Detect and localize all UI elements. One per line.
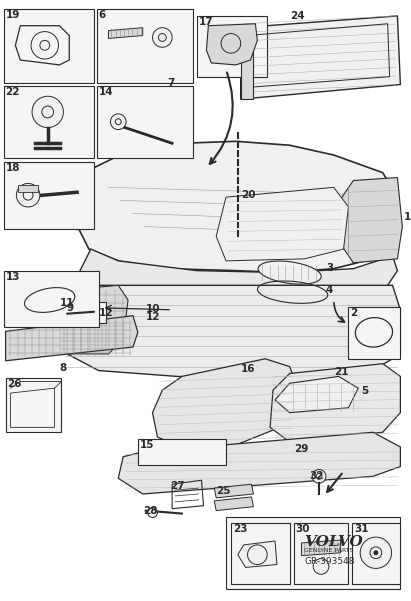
Polygon shape — [214, 497, 254, 511]
Circle shape — [152, 28, 172, 47]
Text: 19: 19 — [6, 10, 20, 20]
Polygon shape — [241, 16, 400, 99]
Text: 7: 7 — [167, 78, 175, 88]
Text: 26: 26 — [7, 379, 22, 389]
Circle shape — [32, 96, 63, 127]
Text: 21: 21 — [334, 367, 348, 377]
Text: 31: 31 — [354, 524, 369, 534]
Text: 28: 28 — [143, 505, 157, 516]
Polygon shape — [152, 359, 300, 449]
Bar — [65, 302, 106, 323]
Text: 6: 6 — [99, 10, 106, 20]
Polygon shape — [6, 316, 138, 361]
Bar — [226, 517, 400, 589]
Polygon shape — [270, 364, 400, 442]
Text: GENUINE PARTS: GENUINE PARTS — [305, 548, 354, 553]
Polygon shape — [60, 285, 128, 354]
Bar — [6, 379, 61, 432]
Text: 8: 8 — [60, 363, 67, 373]
Polygon shape — [339, 177, 402, 263]
Text: 32: 32 — [309, 471, 324, 481]
Text: 29: 29 — [295, 444, 309, 454]
Text: 22: 22 — [6, 87, 20, 97]
Text: 16: 16 — [241, 364, 255, 374]
Circle shape — [111, 114, 126, 130]
Text: 14: 14 — [99, 87, 113, 97]
Polygon shape — [216, 188, 349, 261]
Text: 4: 4 — [326, 285, 333, 295]
Text: 10: 10 — [145, 304, 160, 314]
Text: 9: 9 — [66, 303, 74, 313]
Text: 1: 1 — [404, 212, 411, 222]
Text: 15: 15 — [140, 440, 154, 450]
Bar — [4, 87, 94, 158]
Polygon shape — [18, 185, 38, 192]
Bar — [4, 162, 94, 230]
Text: 27: 27 — [170, 481, 185, 491]
Circle shape — [374, 551, 378, 555]
Circle shape — [360, 537, 392, 569]
Bar — [4, 9, 94, 82]
Text: GR-393548: GR-393548 — [305, 557, 355, 566]
Text: 2: 2 — [351, 308, 358, 318]
Bar — [4, 270, 99, 328]
Polygon shape — [206, 24, 257, 65]
Polygon shape — [109, 28, 143, 38]
Text: 18: 18 — [6, 163, 20, 173]
Ellipse shape — [258, 261, 321, 284]
Polygon shape — [79, 141, 397, 273]
Polygon shape — [275, 376, 358, 413]
Text: 17: 17 — [199, 17, 213, 27]
Bar — [231, 523, 290, 584]
Bar — [196, 16, 267, 77]
Polygon shape — [214, 484, 254, 498]
Text: 13: 13 — [6, 272, 20, 282]
Circle shape — [16, 183, 40, 207]
Bar — [349, 307, 400, 359]
Circle shape — [312, 469, 326, 483]
Circle shape — [148, 508, 157, 517]
Text: VOLVO: VOLVO — [305, 535, 363, 549]
Polygon shape — [118, 432, 400, 494]
Bar — [97, 87, 193, 158]
Text: 5: 5 — [361, 386, 368, 396]
Text: 23: 23 — [233, 524, 247, 534]
Bar — [293, 523, 349, 584]
Text: 3: 3 — [326, 263, 333, 273]
Bar — [138, 439, 226, 465]
Polygon shape — [241, 28, 254, 99]
Text: 25: 25 — [216, 486, 231, 496]
Polygon shape — [61, 285, 400, 379]
Bar — [352, 523, 400, 584]
Polygon shape — [79, 249, 397, 300]
Text: 12: 12 — [99, 308, 113, 318]
Polygon shape — [301, 540, 341, 556]
Circle shape — [313, 558, 329, 575]
Text: 30: 30 — [296, 524, 310, 534]
Text: 12: 12 — [145, 312, 160, 322]
Bar — [97, 9, 193, 82]
Polygon shape — [238, 541, 277, 567]
Text: 11: 11 — [60, 298, 74, 308]
Text: 24: 24 — [290, 11, 304, 21]
Text: 20: 20 — [241, 191, 255, 200]
